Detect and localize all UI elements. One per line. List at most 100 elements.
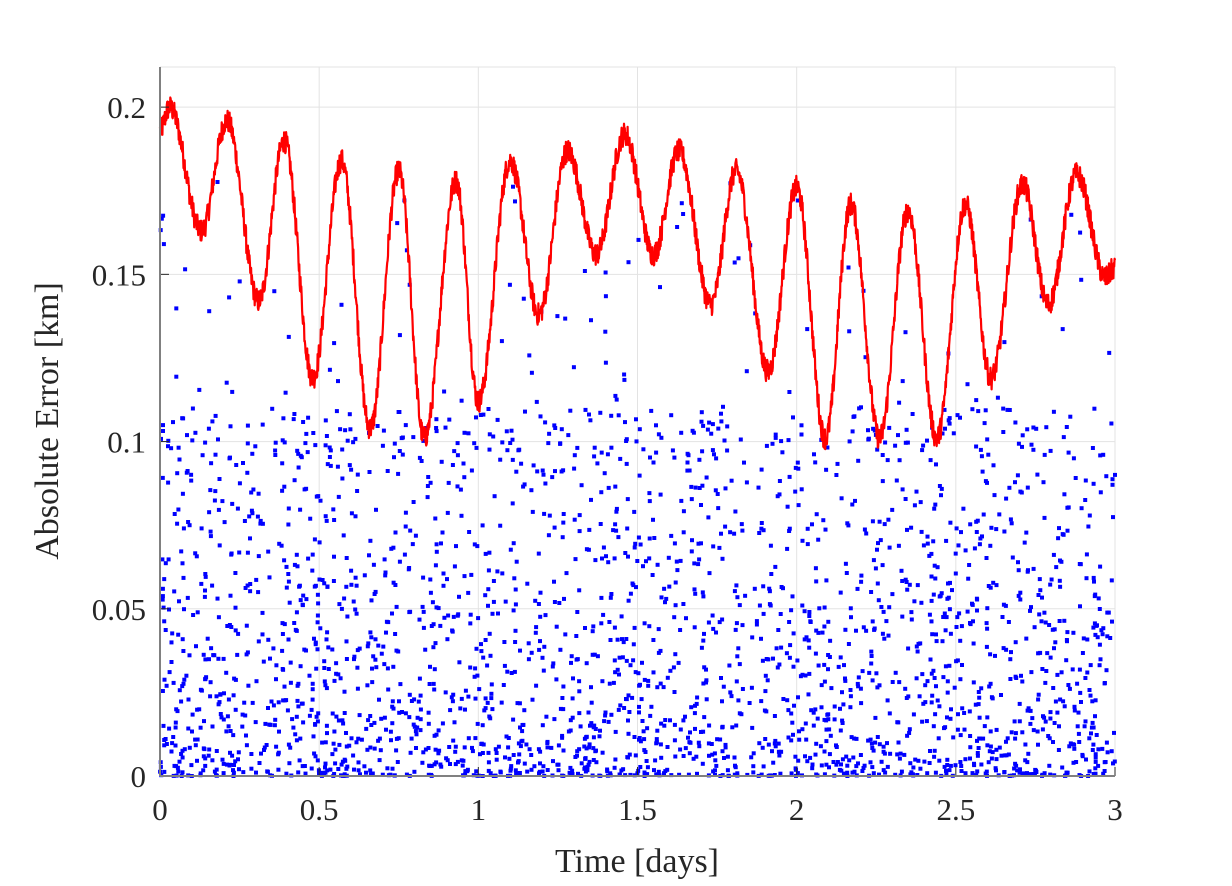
- scatter-point: [925, 541, 930, 546]
- scatter-point: [792, 703, 796, 708]
- scatter-point: [486, 407, 491, 411]
- scatter-point: [736, 256, 741, 261]
- scatter-point: [342, 596, 347, 601]
- scatter-point: [203, 677, 208, 682]
- scatter-point: [216, 656, 221, 661]
- scatter-point: [187, 653, 192, 658]
- scatter-point: [732, 755, 737, 760]
- scatter-point: [336, 672, 341, 677]
- scatter-point: [720, 724, 725, 729]
- scatter-point: [470, 745, 474, 750]
- scatter-point: [693, 591, 698, 596]
- scatter-point: [455, 441, 460, 446]
- scatter-point: [1031, 728, 1036, 733]
- scatter-point: [570, 768, 575, 773]
- scatter-point: [436, 728, 441, 733]
- scatter-point: [419, 459, 424, 463]
- scatter-point: [442, 389, 447, 394]
- scatter-point: [699, 419, 704, 424]
- scatter-point: [749, 685, 754, 690]
- scatter-point: [934, 639, 939, 644]
- scatter-point: [390, 704, 395, 709]
- scatter-point: [233, 628, 238, 633]
- scatter-point: [621, 767, 626, 772]
- scatter-point: [591, 735, 596, 740]
- x-tick-label: 2.5: [936, 792, 975, 827]
- scatter-point: [375, 424, 380, 428]
- scatter-point: [700, 590, 705, 595]
- scatter-point: [681, 718, 686, 723]
- scatter-point: [978, 447, 983, 452]
- scatter-point: [1102, 760, 1107, 765]
- scatter-point: [597, 734, 602, 739]
- scatter-point: [543, 481, 548, 486]
- scatter-point: [786, 708, 791, 713]
- scatter-point: [654, 772, 659, 777]
- scatter-point: [546, 533, 551, 538]
- scatter-point: [647, 491, 652, 496]
- scatter-point: [260, 610, 265, 615]
- scatter-point: [296, 704, 301, 709]
- scatter-point: [243, 586, 248, 590]
- scatter-point: [324, 686, 329, 691]
- scatter-point: [327, 367, 332, 372]
- scatter-point: [796, 503, 801, 508]
- scatter-point: [273, 717, 278, 722]
- scatter-point: [186, 697, 191, 702]
- scatter-point: [795, 658, 800, 663]
- scatter-point: [654, 450, 659, 455]
- scatter-point: [777, 753, 782, 758]
- scatter-point: [887, 711, 892, 716]
- scatter-point: [1077, 667, 1082, 672]
- scatter-point: [985, 480, 989, 485]
- scatter-point: [486, 587, 491, 592]
- scatter-point: [516, 759, 521, 764]
- scatter-point: [213, 452, 218, 457]
- scatter-point: [568, 765, 573, 770]
- scatter-point: [357, 713, 362, 718]
- scatter-point: [693, 485, 698, 490]
- scatter-point: [365, 644, 370, 649]
- scatter-point: [893, 772, 898, 777]
- scatter-point: [896, 433, 900, 438]
- scatter-point: [787, 655, 792, 660]
- scatter-point: [255, 514, 260, 519]
- scatter-point: [318, 626, 323, 631]
- scatter-point: [190, 729, 194, 734]
- scatter-point: [1087, 736, 1092, 741]
- scatter-point: [339, 606, 344, 611]
- scatter-point: [701, 423, 706, 428]
- scatter-point: [285, 708, 290, 713]
- scatter-point: [514, 469, 519, 474]
- scatter-point: [418, 728, 423, 733]
- scatter-point: [654, 741, 659, 746]
- scatter-point: [834, 473, 839, 477]
- scatter-point: [233, 759, 238, 764]
- scatter-point: [1003, 603, 1008, 608]
- scatter-point: [1102, 681, 1107, 685]
- scatter-point: [376, 643, 381, 648]
- scatter-point: [245, 441, 250, 446]
- scatter-point: [885, 698, 890, 703]
- scatter-point: [765, 678, 770, 683]
- scatter-point: [456, 612, 461, 617]
- scatter-point: [847, 439, 852, 444]
- scatter-point: [472, 674, 477, 679]
- scatter-point: [182, 747, 187, 752]
- scatter-point: [951, 735, 956, 740]
- scatter-point: [348, 427, 353, 432]
- scatter-point: [810, 766, 815, 771]
- scatter-point: [426, 772, 431, 777]
- scatter-point: [873, 566, 878, 571]
- scatter-point: [814, 628, 819, 633]
- scatter-point: [803, 754, 807, 759]
- scatter-point: [656, 627, 661, 632]
- scatter-point: [391, 545, 396, 550]
- scatter-point: [325, 768, 330, 773]
- scatter-point: [923, 683, 928, 688]
- scatter-point: [803, 721, 808, 726]
- scatter-point: [769, 572, 774, 576]
- scatter-point: [1052, 627, 1057, 632]
- scatter-point: [890, 592, 895, 597]
- scatter-point: [323, 740, 328, 745]
